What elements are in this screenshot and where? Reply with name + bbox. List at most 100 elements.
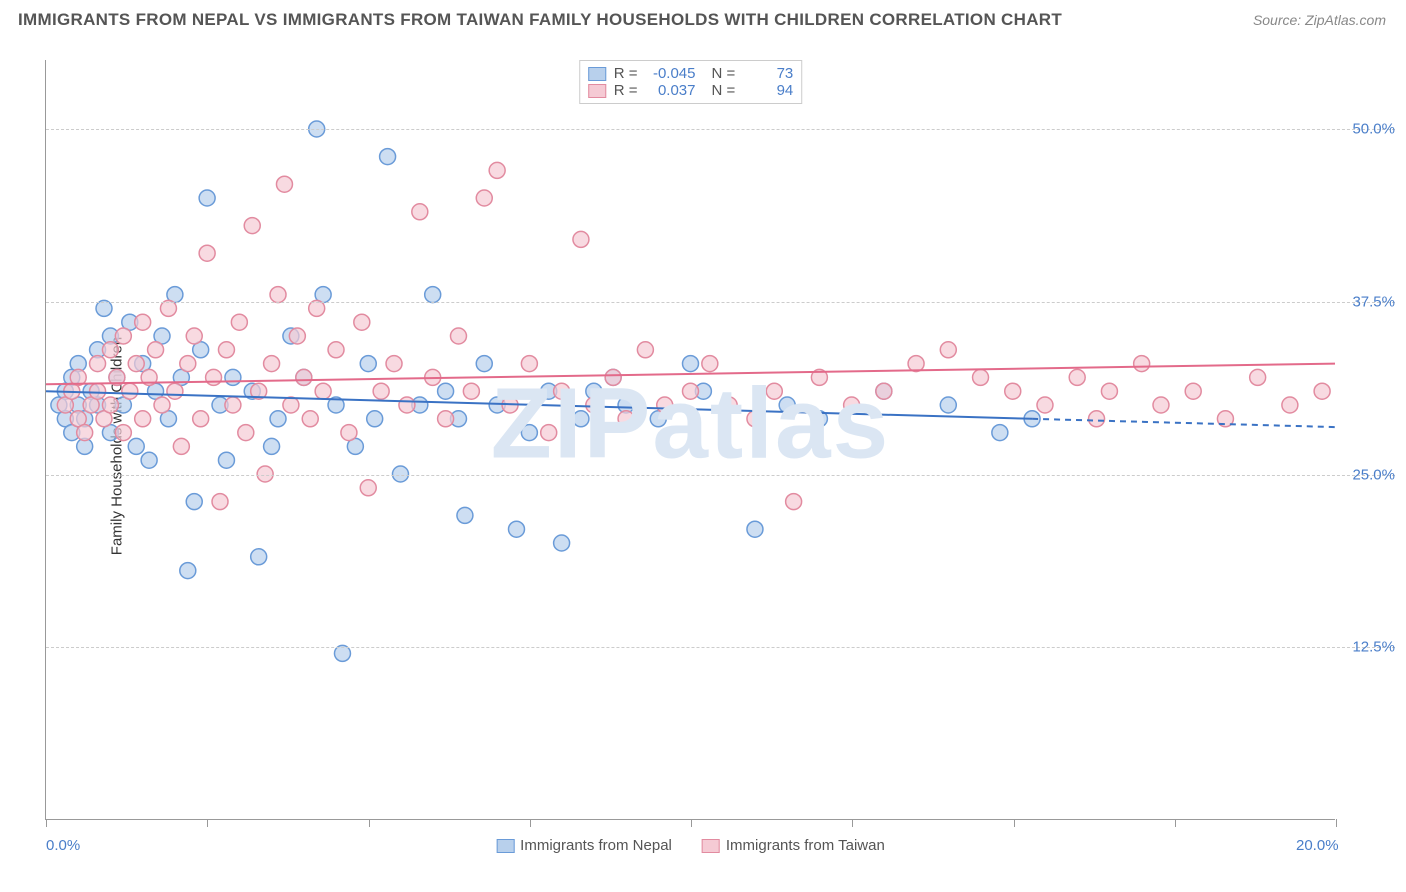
scatter-point: [206, 369, 222, 385]
scatter-point: [218, 342, 234, 358]
scatter-point: [238, 425, 254, 441]
scatter-point: [973, 369, 989, 385]
scatter-point: [766, 383, 782, 399]
legend-r-label: R =: [614, 65, 638, 82]
x-tick: [1175, 819, 1176, 827]
scatter-point: [554, 535, 570, 551]
scatter-point: [315, 383, 331, 399]
x-tick: [530, 819, 531, 827]
scatter-point: [1314, 383, 1330, 399]
scatter-point: [264, 438, 280, 454]
scatter-point: [457, 507, 473, 523]
scatter-point: [225, 369, 241, 385]
legend-top: R = -0.045 N = 73 R = 0.037 N = 94: [579, 60, 803, 104]
scatter-point: [786, 494, 802, 510]
scatter-point: [115, 425, 131, 441]
scatter-point: [683, 383, 699, 399]
scatter-point: [637, 342, 653, 358]
scatter-point: [463, 383, 479, 399]
scatter-point: [489, 162, 505, 178]
x-tick: [369, 819, 370, 827]
scatter-point: [102, 397, 118, 413]
scatter-point: [115, 328, 131, 344]
scatter-point: [135, 411, 151, 427]
scatter-point: [341, 425, 357, 441]
scatter-point: [586, 397, 602, 413]
legend-bottom-item-0: Immigrants from Nepal: [496, 837, 672, 854]
scatter-point: [193, 411, 209, 427]
y-tick-label: 12.5%: [1352, 639, 1395, 656]
scatter-point: [450, 328, 466, 344]
scatter-point: [264, 356, 280, 372]
scatter-point: [199, 190, 215, 206]
scatter-point: [521, 425, 537, 441]
scatter-point: [438, 411, 454, 427]
scatter-point: [122, 383, 138, 399]
scatter-point: [218, 452, 234, 468]
scatter-point: [683, 356, 699, 372]
scatter-point: [367, 411, 383, 427]
scatter-point: [1282, 397, 1298, 413]
scatter-point: [180, 563, 196, 579]
scatter-point: [1153, 397, 1169, 413]
y-tick-label: 25.0%: [1352, 466, 1395, 483]
scatter-point: [289, 328, 305, 344]
scatter-point: [844, 397, 860, 413]
x-tick: [46, 819, 47, 827]
scatter-point: [412, 204, 428, 220]
legend-n-value-0: 73: [743, 65, 793, 82]
scatter-point: [180, 356, 196, 372]
scatter-point: [605, 369, 621, 385]
source-label: Source: ZipAtlas.com: [1253, 12, 1386, 28]
scatter-point: [702, 356, 718, 372]
scatter-point: [1037, 397, 1053, 413]
scatter-point: [521, 356, 537, 372]
legend-r-value-0: -0.045: [646, 65, 696, 82]
legend-bottom: Immigrants from Nepal Immigrants from Ta…: [496, 837, 885, 854]
legend-swatch-1: [588, 84, 606, 98]
regression-line-dashed: [1032, 419, 1335, 427]
scatter-point: [1185, 383, 1201, 399]
scatter-point: [940, 397, 956, 413]
x-axis-label: 0.0%: [46, 837, 80, 854]
scatter-point: [908, 356, 924, 372]
legend-swatch-0: [588, 67, 606, 81]
x-tick: [691, 819, 692, 827]
scatter-point: [270, 411, 286, 427]
scatter-point: [199, 245, 215, 261]
legend-n-label: N =: [712, 65, 736, 82]
scatter-point: [186, 494, 202, 510]
legend-top-row-0: R = -0.045 N = 73: [588, 65, 794, 82]
scatter-point: [128, 438, 144, 454]
gridline: [46, 475, 1395, 476]
x-axis-label: 20.0%: [1296, 837, 1339, 854]
y-tick-label: 50.0%: [1352, 121, 1395, 138]
legend-bottom-swatch-0: [496, 839, 514, 853]
scatter-point: [1069, 369, 1085, 385]
x-tick: [1014, 819, 1015, 827]
gridline: [46, 129, 1395, 130]
scatter-point: [380, 149, 396, 165]
x-tick: [1336, 819, 1337, 827]
scatter-point: [1005, 383, 1021, 399]
scatter-point: [186, 328, 202, 344]
gridline: [46, 647, 1395, 648]
legend-n-value-1: 94: [743, 82, 793, 99]
gridline: [46, 302, 1395, 303]
scatter-point: [135, 314, 151, 330]
scatter-point: [231, 314, 247, 330]
scatter-point: [438, 383, 454, 399]
scatter-point: [360, 480, 376, 496]
scatter-point: [476, 190, 492, 206]
scatter-point: [328, 342, 344, 358]
legend-n-label: N =: [712, 82, 736, 99]
scatter-point: [1101, 383, 1117, 399]
scatter-point: [296, 369, 312, 385]
scatter-point: [618, 411, 634, 427]
scatter-point: [508, 521, 524, 537]
scatter-point: [354, 314, 370, 330]
scatter-point: [657, 397, 673, 413]
legend-bottom-swatch-1: [702, 839, 720, 853]
scatter-point: [940, 342, 956, 358]
scatter-point: [167, 383, 183, 399]
